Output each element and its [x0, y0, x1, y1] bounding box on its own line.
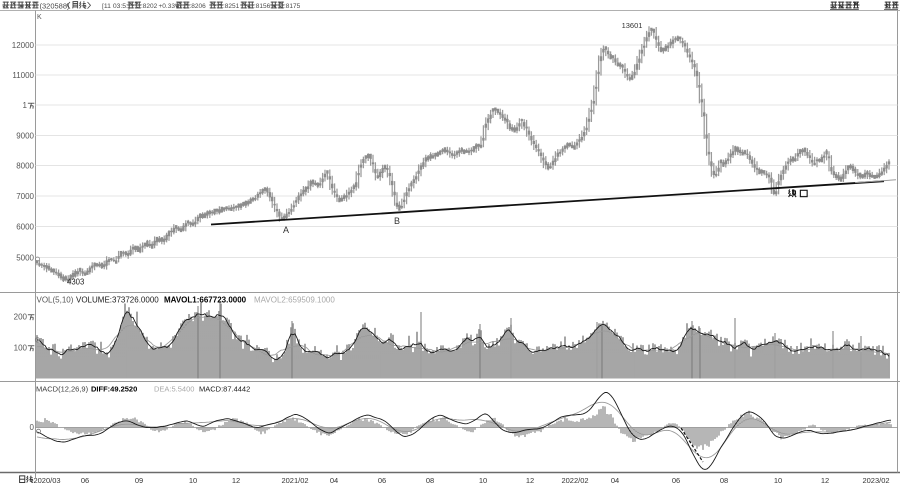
svg-text::8156: :8156 — [254, 3, 271, 10]
svg-text:10: 10 — [479, 476, 487, 485]
svg-text:MACD(12,26,9): MACD(12,26,9) — [36, 385, 89, 394]
svg-text:DIFF:49.2520: DIFF:49.2520 — [91, 385, 137, 394]
svg-text:12: 12 — [526, 476, 534, 485]
svg-text:10: 10 — [774, 476, 782, 485]
svg-text:2022/02: 2022/02 — [561, 476, 588, 485]
svg-text:VOLUME:373726.0000: VOLUME:373726.0000 — [76, 296, 159, 305]
svg-text:100: 100 — [14, 344, 28, 353]
svg-text:0: 0 — [30, 423, 35, 432]
svg-text:6000: 6000 — [16, 223, 34, 232]
svg-text:06: 06 — [81, 476, 89, 485]
svg-text:7000: 7000 — [16, 192, 34, 201]
svg-text:VOL(5,10): VOL(5,10) — [37, 296, 74, 305]
svg-text:08: 08 — [720, 476, 728, 485]
svg-text:5000: 5000 — [16, 254, 34, 263]
svg-text:09: 09 — [135, 476, 143, 485]
svg-text:9000: 9000 — [16, 132, 34, 141]
svg-text:B: B — [394, 216, 400, 226]
svg-text:06: 06 — [378, 476, 386, 485]
svg-text:2023/02: 2023/02 — [862, 476, 889, 485]
svg-text:8000: 8000 — [16, 162, 34, 171]
svg-text:+0.33%: +0.33% — [159, 3, 181, 10]
svg-text:11000: 11000 — [12, 71, 34, 80]
svg-text:12: 12 — [821, 476, 829, 485]
svg-text:[11 03:5:]: [11 03:5:] — [102, 3, 130, 10]
svg-text:12000: 12000 — [12, 41, 35, 50]
svg-text:13601: 13601 — [622, 21, 643, 30]
svg-text:2021/02: 2021/02 — [281, 476, 308, 485]
svg-text:1: 1 — [23, 101, 28, 110]
svg-text:MACD:87.4442: MACD:87.4442 — [199, 385, 250, 394]
svg-text:MAVOL2:659509.1000: MAVOL2:659509.1000 — [254, 296, 335, 305]
svg-text::8202: :8202 — [141, 3, 158, 10]
svg-text::8251: :8251 — [223, 3, 240, 10]
svg-text:04: 04 — [611, 476, 619, 485]
svg-text:K: K — [37, 14, 42, 21]
svg-text:4303: 4303 — [67, 278, 84, 287]
svg-text:200: 200 — [14, 313, 28, 322]
svg-text:10: 10 — [189, 476, 197, 485]
svg-text:04: 04 — [330, 476, 338, 485]
svg-text:A: A — [283, 225, 289, 235]
svg-text:08: 08 — [426, 476, 434, 485]
svg-text:06: 06 — [672, 476, 680, 485]
svg-text::8175: :8175 — [284, 3, 301, 10]
svg-text:DEA:5.5400: DEA:5.5400 — [154, 385, 194, 394]
svg-text:12: 12 — [232, 476, 240, 485]
svg-text:(320588): (320588) — [40, 1, 71, 10]
svg-text:MAVOL1:667723.0000: MAVOL1:667723.0000 — [164, 296, 247, 305]
svg-text:2020/03: 2020/03 — [33, 476, 60, 485]
svg-text::8206: :8206 — [190, 3, 207, 10]
